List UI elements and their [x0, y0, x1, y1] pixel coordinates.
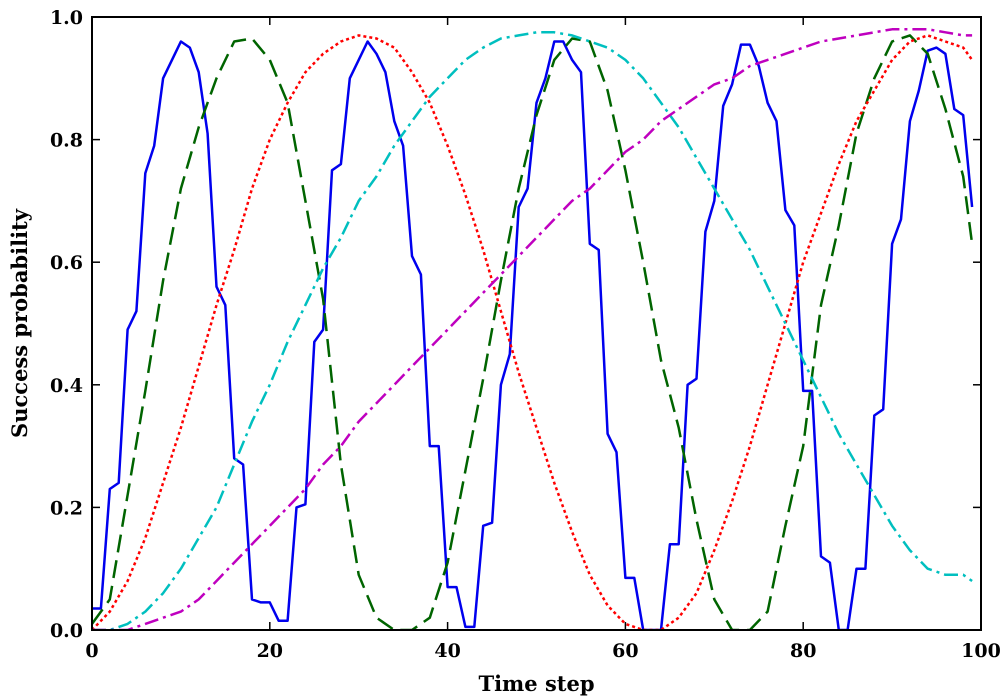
- x-axis-ticks: 0 20 40 60 80 100: [85, 17, 1001, 662]
- x-tick-label: 40: [434, 640, 460, 662]
- x-tick-label: 20: [257, 640, 283, 662]
- series-line-5: [92, 28, 973, 630]
- series-line-4: [92, 31, 973, 630]
- series-layer: [92, 28, 974, 630]
- y-tick-label: 0.8: [50, 130, 83, 152]
- y-tick-label: 0.2: [50, 497, 83, 519]
- series-line-1: [92, 40, 974, 630]
- x-tick-label: 60: [612, 640, 638, 662]
- series-line-3: [92, 34, 974, 630]
- y-tick-label: 1.0: [50, 7, 83, 29]
- x-axis-title: Time step: [478, 671, 594, 696]
- plot-frame: [91, 16, 982, 631]
- x-tick-label: 0: [85, 640, 98, 662]
- x-tick-label: 80: [790, 640, 816, 662]
- series-line-2: [92, 34, 974, 630]
- y-axis-title: Success probability: [7, 208, 32, 438]
- x-tick-label: 100: [961, 640, 1001, 662]
- y-axis-ticks: 0.0 0.2 0.4 0.6 0.8 1.0: [50, 7, 981, 642]
- y-tick-label: 0.4: [50, 375, 83, 397]
- y-tick-label: 0.6: [50, 252, 83, 274]
- y-tick-label: 0.0: [50, 620, 83, 642]
